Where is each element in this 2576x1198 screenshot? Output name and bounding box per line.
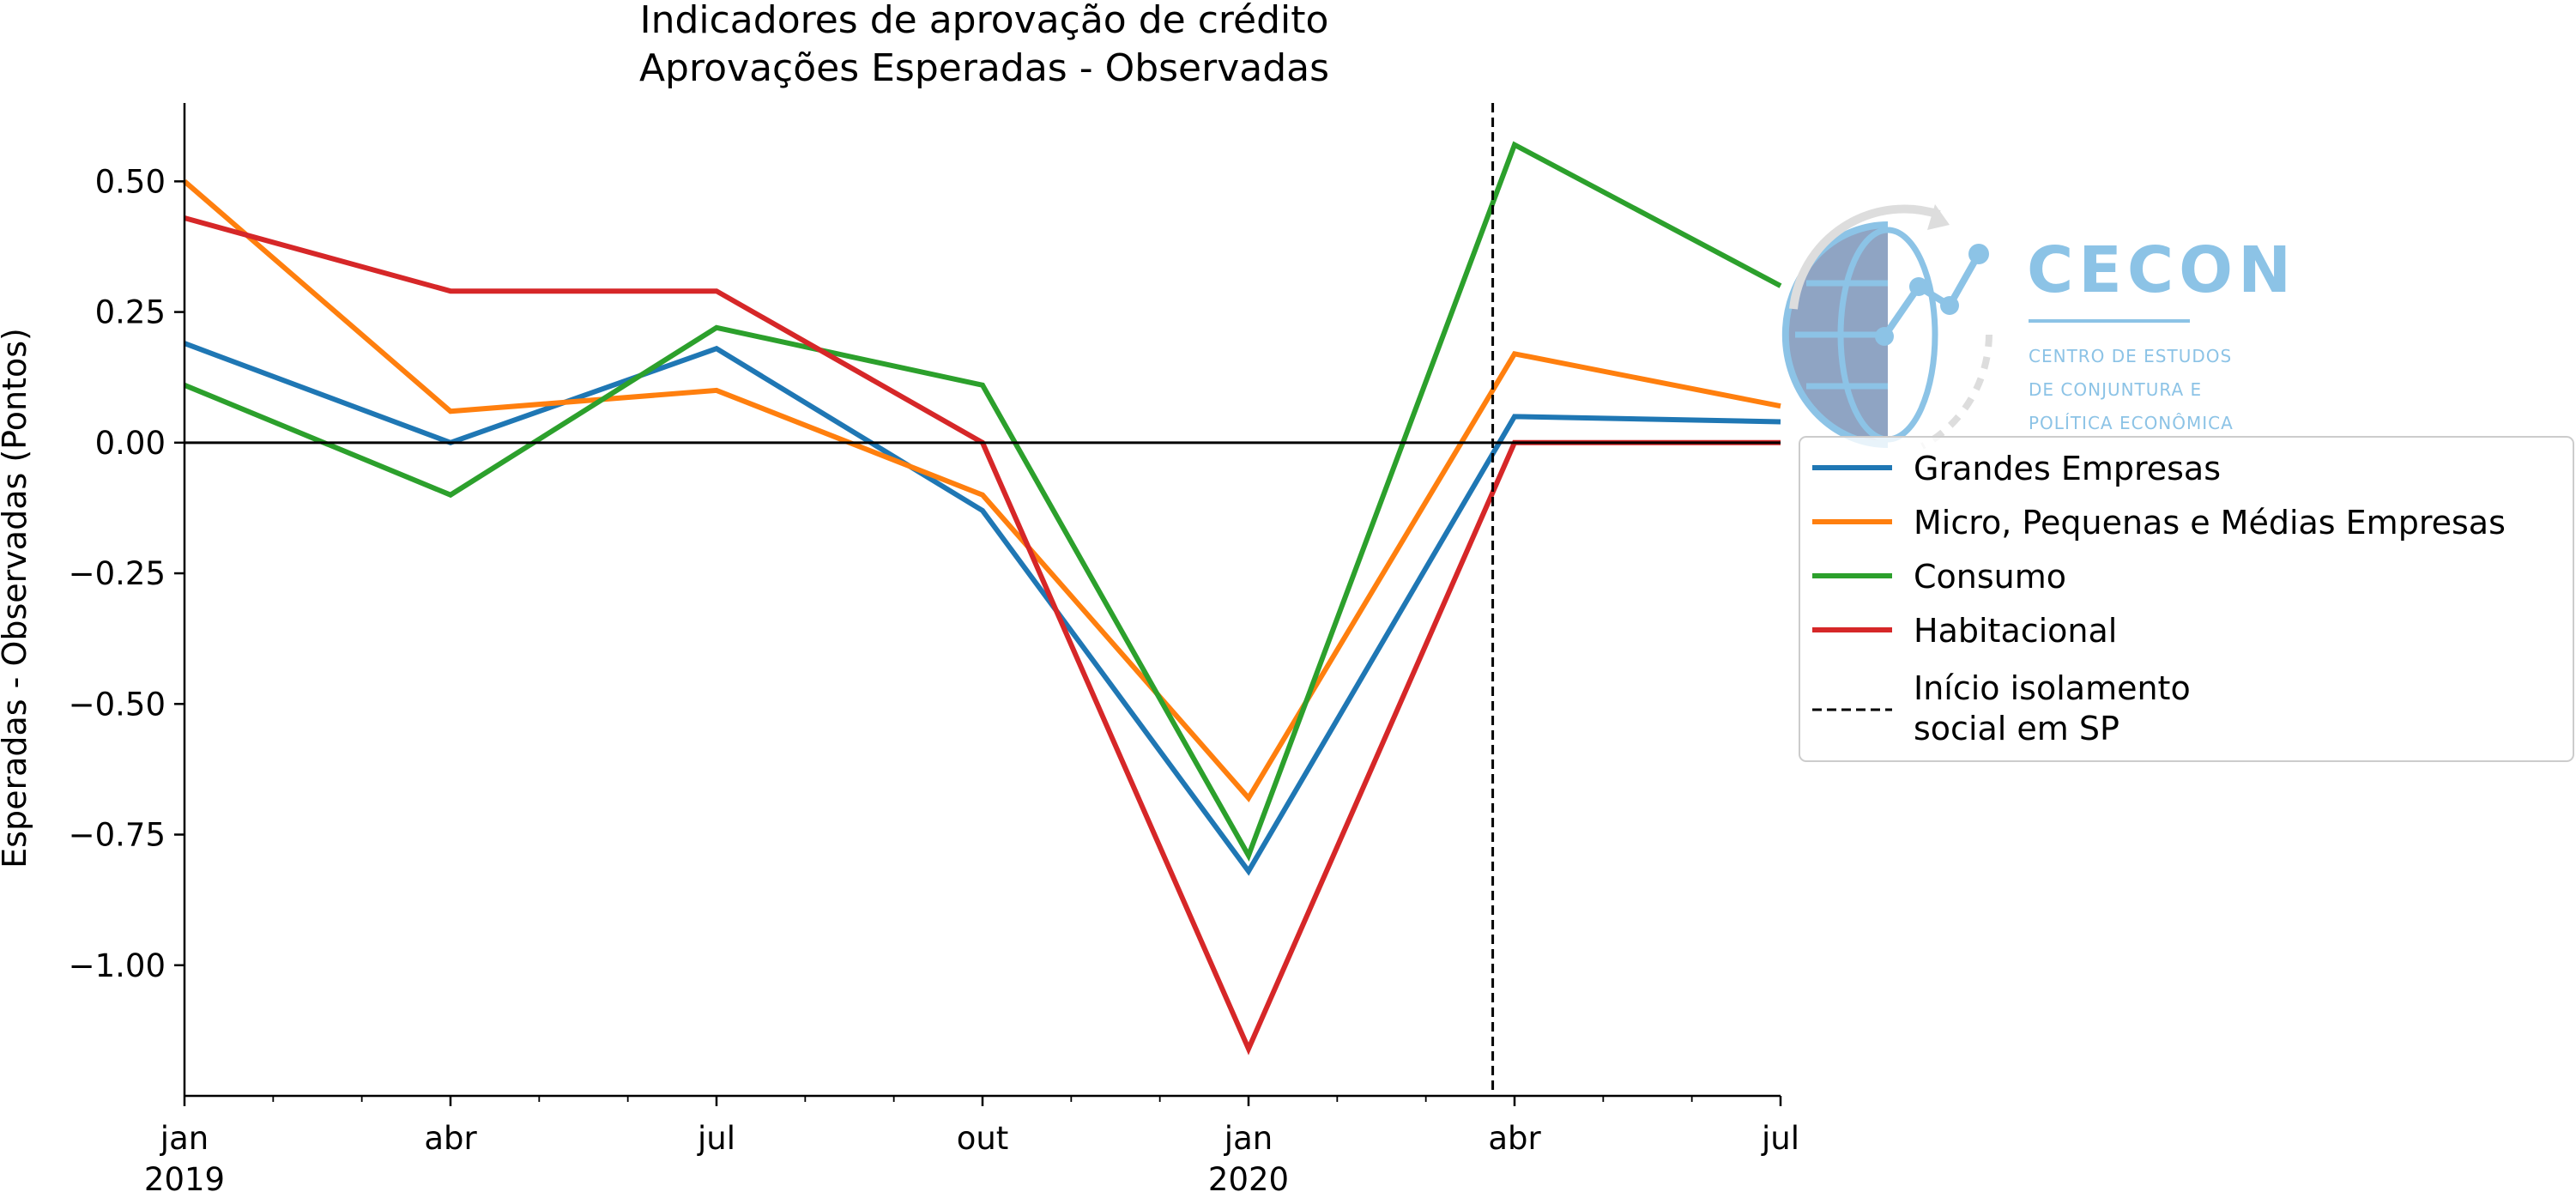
x-tick-label: out	[957, 1120, 1009, 1157]
legend: Grandes Empresas Micro, Pequenas e Médias…	[1799, 436, 2574, 762]
y-axis-ticks: 0.50 0.25 0.00 −0.25 −0.50 −0.75 −1.00	[69, 163, 184, 984]
legend-label: Micro, Pequenas e Médias Empresas	[1914, 504, 2506, 542]
cecon-logo: CECON CENTRO DE ESTUDOS DE CONJUNTURA E …	[1781, 204, 2296, 450]
x-tick-label: jul	[697, 1120, 735, 1157]
legend-label-isolation: Início isolamento	[1914, 669, 2191, 707]
y-tick-label: −0.50	[69, 686, 166, 723]
legend-label-isolation: social em SP	[1914, 710, 2119, 747]
series-line-consumo	[183, 141, 1782, 862]
legend-label: Consumo	[1914, 558, 2066, 596]
x-tick-year-label: 2019	[144, 1161, 225, 1198]
logo-line-2: DE CONJUNTURA E	[2029, 379, 2202, 400]
x-tick-label: jan	[1224, 1120, 1273, 1157]
x-tick-label: jan	[160, 1120, 209, 1157]
x-axis-ticks: jan 2019 abr jul out jan 2020 abr jul	[144, 1096, 1799, 1198]
x-tick-label: jul	[1761, 1120, 1799, 1157]
y-tick-label: −0.75	[69, 817, 166, 854]
logo-title: CECON	[2027, 233, 2296, 307]
y-tick-label: −0.25	[69, 555, 166, 592]
series-line-grandes-empresas	[183, 341, 1781, 876]
y-axis-label: Esperadas - Observadas (Pontos)	[0, 328, 33, 868]
y-tick-label: −1.00	[69, 947, 166, 984]
logo-globe-icon	[1781, 204, 1992, 450]
y-tick-label: 0.00	[95, 425, 166, 462]
legend-frame	[1799, 436, 2574, 762]
x-tick-label: abr	[1488, 1120, 1541, 1157]
series-line-micro-pequenas-e-m-dias-empresas	[183, 179, 1781, 802]
chart-subtitle: Aprovações Esperadas - Observadas	[639, 46, 1329, 90]
series-lines	[183, 141, 1782, 1056]
y-tick-label: 0.50	[95, 163, 166, 200]
y-tick-label: 0.25	[95, 294, 166, 331]
chart-title: Indicadores de aprovação de crédito	[640, 0, 1329, 42]
legend-label: Habitacional	[1914, 612, 2117, 650]
logo-line-1: CENTRO DE ESTUDOS	[2029, 346, 2232, 366]
x-tick-year-label: 2020	[1208, 1161, 1289, 1198]
legend-label: Grandes Empresas	[1914, 450, 2221, 487]
series-line-habitacional	[184, 215, 1781, 1056]
x-tick-label: abr	[424, 1120, 477, 1157]
logo-line-3: POLÍTICA ECONÔMICA	[2029, 413, 2234, 433]
